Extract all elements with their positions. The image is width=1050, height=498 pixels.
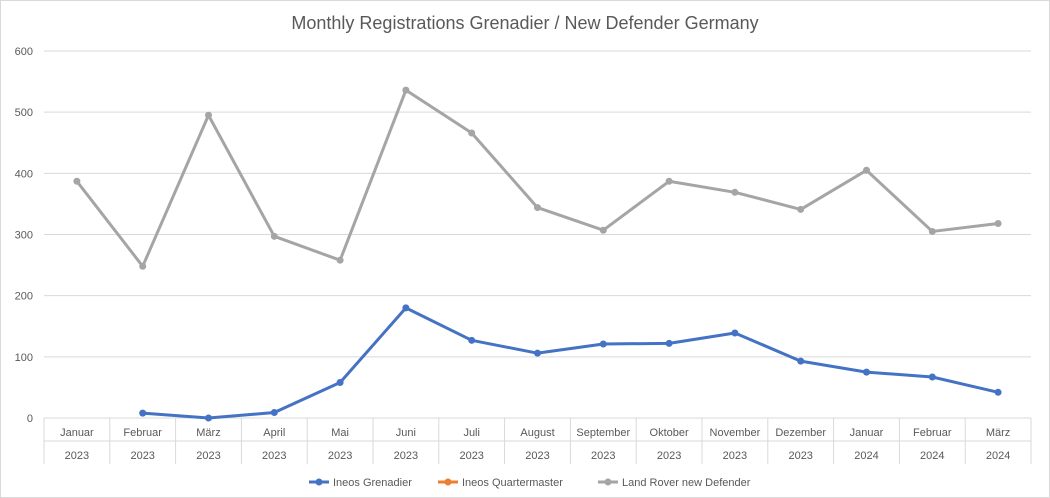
x-tick-month: März bbox=[196, 427, 220, 439]
chart-title: Monthly Registrations Grenadier / New De… bbox=[291, 13, 758, 33]
x-tick-month: Juni bbox=[396, 427, 416, 439]
y-tick-label: 600 bbox=[15, 46, 33, 58]
data-point bbox=[402, 304, 410, 312]
series-2 bbox=[73, 86, 1002, 270]
data-point bbox=[468, 336, 476, 344]
data-point bbox=[336, 379, 344, 387]
y-tick-label: 100 bbox=[15, 352, 33, 364]
data-point bbox=[665, 339, 673, 347]
y-axis: 0 100 200 300 400 500 600 bbox=[15, 46, 33, 425]
y-tick-label: 200 bbox=[15, 291, 33, 303]
data-point bbox=[994, 388, 1002, 396]
x-tick-year: 2023 bbox=[459, 450, 483, 462]
legend-marker bbox=[444, 478, 452, 486]
x-tick-month: April bbox=[263, 427, 285, 439]
x-tick-year: 2023 bbox=[196, 450, 220, 462]
series-layer bbox=[73, 86, 1002, 422]
x-tick-month: Februar bbox=[123, 427, 162, 439]
data-point bbox=[534, 349, 541, 357]
legend-item-1[interactable]: Ineos Quartermaster bbox=[438, 477, 563, 489]
series-line bbox=[141, 306, 1000, 420]
legend-item-2[interactable]: Land Rover new Defender bbox=[598, 477, 751, 489]
series-0 bbox=[139, 304, 1002, 422]
x-tick-month: August bbox=[520, 427, 554, 439]
x-axis: Januar 2023 Februar 2023 März 2023 April 2023 Ma… bbox=[43, 417, 1032, 464]
legend-item-0[interactable]: Ineos Grenadier bbox=[309, 477, 412, 489]
x-tick-month: September bbox=[576, 427, 630, 439]
x-tick-year: 2024 bbox=[920, 450, 944, 462]
data-point bbox=[139, 409, 147, 417]
x-tick-year: 2023 bbox=[657, 450, 681, 462]
x-tick-year: 2023 bbox=[788, 450, 812, 462]
data-point bbox=[336, 256, 344, 264]
data-point bbox=[205, 414, 212, 422]
data-point bbox=[599, 340, 607, 348]
x-tick-year: 2023 bbox=[262, 450, 286, 462]
x-tick-year: 2023 bbox=[591, 450, 615, 462]
x-tick-month: März bbox=[986, 427, 1010, 439]
x-tick-year: 2023 bbox=[328, 450, 352, 462]
data-point bbox=[928, 227, 936, 235]
x-tick-month: Dezember bbox=[775, 427, 826, 439]
data-point bbox=[73, 177, 81, 185]
data-point bbox=[665, 177, 673, 185]
x-tick-year: 2023 bbox=[525, 450, 549, 462]
data-point bbox=[928, 373, 936, 381]
data-point bbox=[402, 86, 410, 94]
x-tick-year: 2023 bbox=[65, 450, 89, 462]
legend-marker bbox=[315, 478, 323, 486]
data-point bbox=[534, 204, 541, 212]
data-point bbox=[270, 408, 278, 416]
data-point bbox=[797, 205, 805, 213]
x-tick-month: Januar bbox=[850, 427, 884, 439]
y-tick-label: 400 bbox=[15, 168, 33, 180]
data-point bbox=[731, 188, 739, 196]
x-tick-year: 2024 bbox=[986, 450, 1010, 462]
data-point bbox=[994, 219, 1002, 227]
legend-label: Land Rover new Defender bbox=[622, 477, 751, 489]
data-point bbox=[863, 368, 870, 376]
x-tick-month: Januar bbox=[60, 427, 94, 439]
legend-marker bbox=[604, 478, 612, 486]
x-tick-month: November bbox=[710, 427, 761, 439]
legend[interactable]: Ineos Grenadier Ineos Quartermaster Land R… bbox=[309, 477, 751, 489]
data-point bbox=[139, 262, 147, 270]
legend-label: Ineos Grenadier bbox=[333, 477, 412, 489]
gridlines bbox=[44, 50, 1031, 358]
y-tick-label: 0 bbox=[27, 413, 33, 425]
y-tick-label: 300 bbox=[15, 230, 33, 242]
data-point bbox=[797, 357, 805, 365]
y-tick-label: 500 bbox=[15, 107, 33, 119]
x-tick-month: Oktober bbox=[650, 427, 689, 439]
x-tick-year: 2023 bbox=[130, 450, 154, 462]
x-tick-year: 2024 bbox=[854, 450, 878, 462]
x-tick-month: Juli bbox=[463, 427, 480, 439]
data-point bbox=[863, 166, 870, 174]
data-point bbox=[468, 129, 476, 137]
x-tick-year: 2023 bbox=[723, 450, 747, 462]
data-point bbox=[599, 226, 607, 234]
series-line bbox=[75, 88, 1000, 268]
x-tick-month: Mai bbox=[331, 427, 349, 439]
x-tick-year: 2023 bbox=[394, 450, 418, 462]
data-point bbox=[270, 232, 278, 240]
x-tick-month: Februar bbox=[913, 427, 952, 439]
legend-label: Ineos Quartermaster bbox=[462, 477, 563, 489]
data-point bbox=[205, 111, 212, 119]
data-point bbox=[731, 329, 739, 337]
